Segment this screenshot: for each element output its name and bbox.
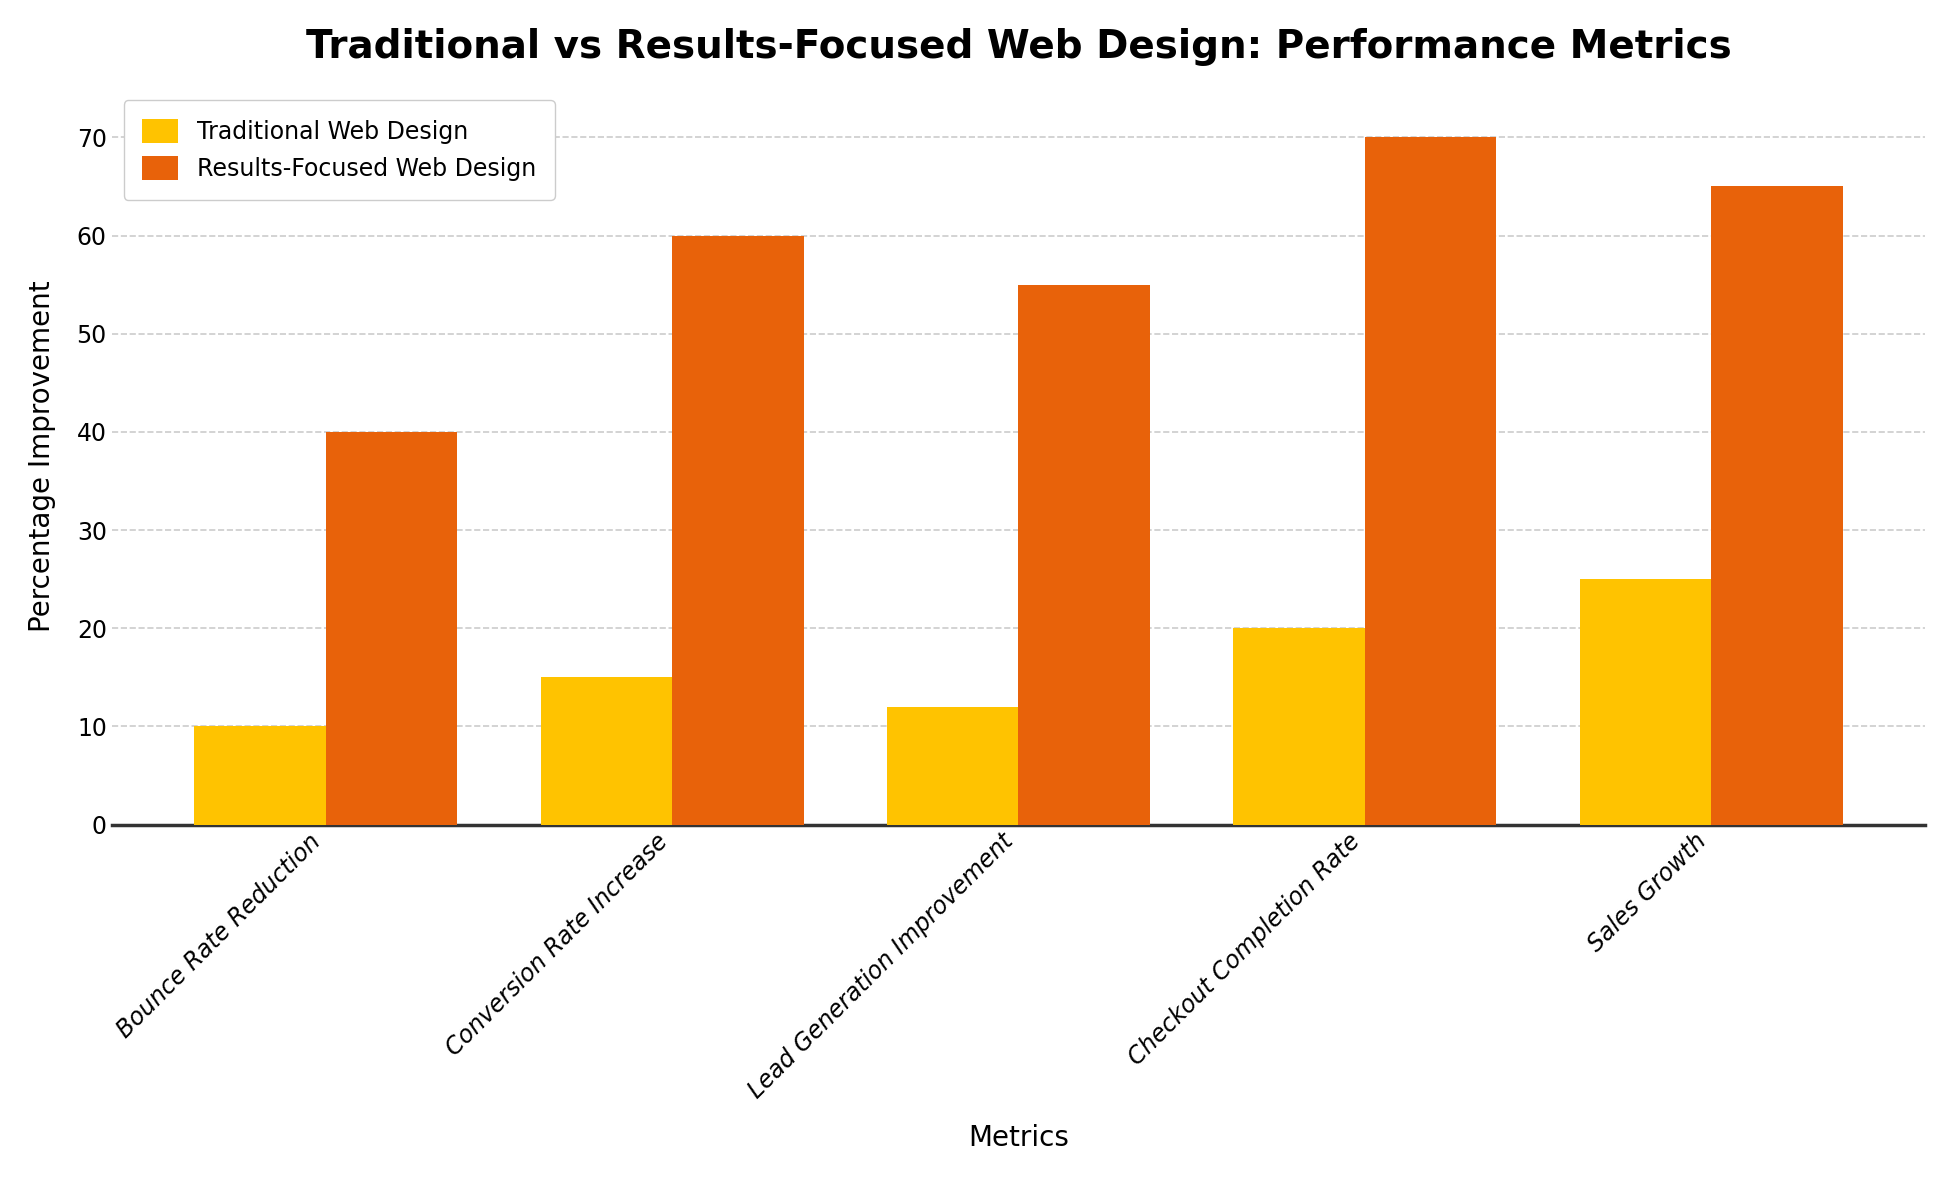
Bar — [541, 677, 672, 825]
Bar — [1711, 186, 1844, 825]
Bar — [1580, 579, 1711, 825]
Bar — [1018, 284, 1150, 825]
Bar — [193, 727, 326, 825]
Legend: Traditional Web Design, Results-Focused Web Design: Traditional Web Design, Results-Focused … — [123, 100, 555, 199]
Bar — [326, 432, 457, 825]
Bar — [887, 707, 1018, 825]
Bar — [1365, 137, 1496, 825]
X-axis label: Metrics: Metrics — [969, 1125, 1068, 1152]
Bar — [1232, 628, 1365, 825]
Y-axis label: Percentage Improvement: Percentage Improvement — [27, 281, 57, 632]
Title: Traditional vs Results-Focused Web Design: Performance Metrics: Traditional vs Results-Focused Web Desig… — [305, 28, 1732, 66]
Bar — [672, 236, 805, 825]
